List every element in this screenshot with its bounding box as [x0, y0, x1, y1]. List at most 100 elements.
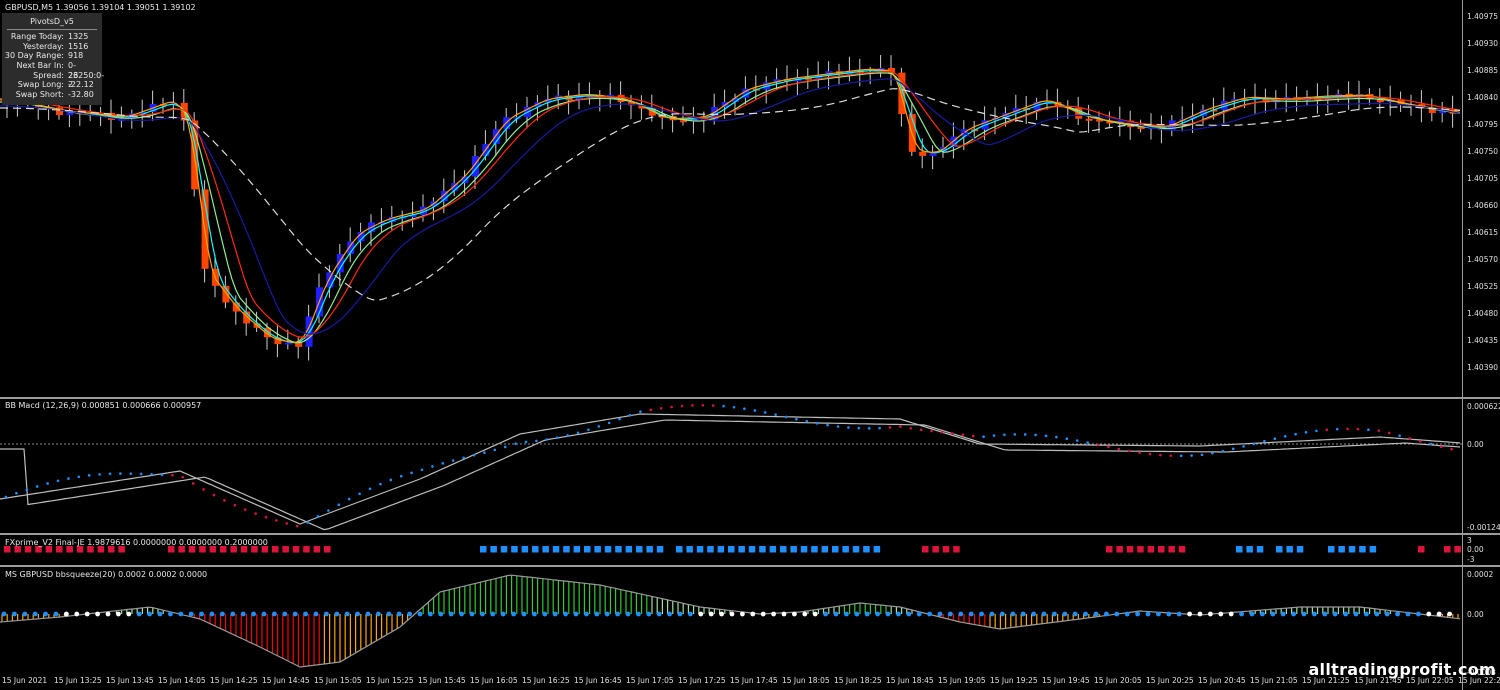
bull-candle	[326, 272, 334, 288]
macd-dot	[1387, 431, 1391, 435]
macd-dot	[451, 459, 455, 462]
squeeze-dot	[188, 611, 194, 617]
macd-band-lower	[0, 419, 1461, 531]
squeeze-dot	[1291, 611, 1296, 617]
fxprime-signal-square	[780, 546, 787, 553]
fxprime-signal-square	[615, 546, 622, 553]
time-label: 15 Jun 21:25	[1302, 676, 1350, 685]
macd-dot	[87, 474, 91, 477]
squeeze-dot	[178, 611, 184, 617]
divider-macd-fxprime[interactable]	[0, 533, 1500, 535]
squeeze-tick-zero: 0.00	[1467, 610, 1484, 619]
pivots-divider	[7, 29, 97, 30]
macd-dot	[1023, 433, 1027, 436]
divider-price-macd[interactable]	[0, 397, 1500, 399]
fxprime-signal-square	[1369, 546, 1377, 553]
macd-dot	[909, 426, 913, 430]
bull-candle	[732, 97, 739, 102]
macd-dot	[1211, 451, 1214, 455]
macd-dot	[1273, 437, 1277, 441]
squeeze-dot	[417, 611, 423, 617]
macd-dot	[1159, 453, 1162, 457]
bear-candle	[243, 311, 251, 324]
squeeze-dot	[407, 611, 412, 617]
squeeze-dot	[1405, 611, 1411, 617]
fxprime-signal-square	[45, 546, 53, 553]
fxprime-signal-square	[230, 546, 237, 553]
price-tick: 1.40480	[1467, 309, 1499, 318]
squeeze-dot	[948, 611, 953, 617]
macd-dot	[1055, 435, 1058, 439]
squeeze-dot	[646, 611, 652, 617]
bull-candle	[929, 152, 937, 156]
squeeze-dot	[979, 611, 984, 617]
pivots-row: Next Bar In: 0-26250:0-2	[2, 61, 104, 89]
macd-dot	[150, 473, 153, 476]
squeeze-dot	[1270, 611, 1276, 617]
squeeze-dot	[157, 611, 163, 617]
macd-dot	[680, 404, 684, 408]
squeeze-dot	[136, 611, 142, 617]
ema-fast-line	[0, 70, 1461, 344]
squeeze-dot	[532, 611, 537, 617]
macd-tick-zero: 0.00	[1467, 440, 1484, 449]
macd-dot	[639, 410, 642, 413]
squeeze-dot	[511, 611, 516, 617]
macd-dot	[472, 453, 476, 457]
fxprime-signal-square	[292, 546, 300, 553]
bear-candle	[1085, 118, 1093, 121]
bear-candle	[222, 285, 230, 303]
squeeze-dot	[656, 611, 662, 617]
time-label: 15 Jun 19:25	[990, 676, 1038, 685]
price-chart-panel[interactable]	[0, 0, 1462, 397]
macd-dot	[139, 472, 143, 476]
squeeze-dot	[365, 611, 371, 617]
bull-candle	[388, 216, 396, 223]
time-axis: 15 Jun 2021 15 Jun 13:25 15 Jun 13:45 15 Ju…	[0, 676, 1500, 690]
bull-candle	[1220, 101, 1228, 110]
pivots-row-key: Swap Short:	[15, 90, 64, 100]
fxprime-signal-square	[542, 546, 549, 553]
bull-candle	[66, 112, 74, 116]
pivots-row: Range Today: 1325	[2, 32, 102, 42]
fxprime-signal-square	[573, 546, 581, 553]
fxprime-signal-square	[1126, 546, 1134, 553]
squeeze-dot	[1218, 611, 1224, 617]
macd-dot	[264, 515, 268, 519]
macd-dot	[1148, 452, 1152, 456]
macd-dot	[535, 439, 538, 443]
squeeze-dot	[344, 611, 350, 617]
squeeze-dot	[199, 611, 205, 617]
bull-candle	[950, 136, 958, 148]
fxprime-signal-square	[738, 546, 745, 553]
macd-dot	[940, 430, 944, 434]
bear-candle	[784, 79, 791, 82]
fxprime-signal-square	[1276, 546, 1283, 553]
divider-fxprime-squeeze[interactable]	[0, 565, 1500, 567]
squeeze-dot	[677, 611, 683, 617]
pivots-row: 30 Day Range: 918	[2, 51, 102, 61]
price-tick: 1.40750	[1467, 147, 1499, 156]
macd-dot	[732, 405, 736, 409]
fxprime-signal-square	[873, 546, 881, 553]
bull-candle	[357, 231, 365, 242]
fxprime-signal-square	[759, 546, 766, 553]
macd-dot	[847, 426, 850, 429]
bear-candle	[295, 342, 303, 347]
price-tick: 1.40390	[1467, 363, 1499, 372]
squeeze-dot	[500, 611, 506, 617]
squeeze-dot	[937, 611, 943, 617]
bull-candle	[440, 190, 448, 202]
fxprime-signal-square	[696, 546, 704, 553]
squeeze-dot	[261, 611, 267, 617]
time-label: 15 Jun 13:45	[106, 676, 154, 685]
bear-candle	[1106, 120, 1114, 124]
bull-candle	[1200, 109, 1207, 117]
fxprime-signal-square	[521, 546, 529, 553]
squeeze-dot	[1020, 611, 1026, 617]
macd-dot	[347, 497, 351, 501]
squeeze-dot	[1093, 611, 1099, 617]
pivots-row-key: Swap Long:	[17, 80, 64, 90]
squeeze-dot	[1135, 611, 1140, 617]
squeeze-dot	[968, 611, 974, 617]
